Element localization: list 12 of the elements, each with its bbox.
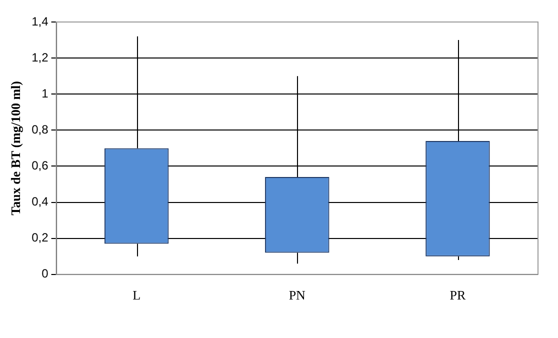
y-tick-label: 1,2 xyxy=(32,50,49,64)
x-tick-label: PR xyxy=(450,288,466,303)
x-tick-label: L xyxy=(132,288,141,303)
x-tick-label: PN xyxy=(288,288,306,303)
y-tick-label: 0,8 xyxy=(32,122,49,136)
y-tick-label: 0,6 xyxy=(32,158,49,173)
y-tick-label: 0,4 xyxy=(32,194,49,209)
y-tick-label: 1 xyxy=(42,86,49,100)
y-tick-label: 0,2 xyxy=(32,230,49,245)
y-tick-label: 1,4 xyxy=(32,14,49,28)
y-axis-title: Taux de BT (mg/100 ml) xyxy=(8,81,24,216)
y-tick-label: 0 xyxy=(42,266,49,281)
